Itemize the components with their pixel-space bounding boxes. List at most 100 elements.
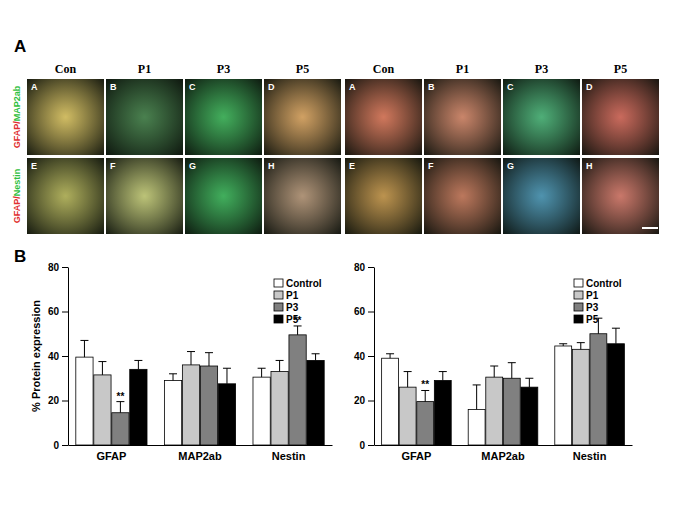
y-tick-label: 0 — [53, 440, 59, 451]
bar — [468, 409, 485, 445]
image-letter: F — [428, 161, 434, 171]
x-tick: MAP2ab — [481, 445, 525, 462]
y-tick: 20 — [354, 395, 374, 406]
legend-swatch — [274, 315, 283, 323]
error-bar — [294, 326, 302, 335]
image-panel — [264, 158, 341, 234]
legend-label: P1 — [286, 290, 299, 301]
bar — [94, 375, 111, 445]
x-tick-label: GFAP — [96, 450, 126, 462]
image-panel — [503, 158, 580, 234]
y-tick-mark — [62, 356, 68, 357]
error-bar — [223, 368, 231, 384]
y-axis-line — [374, 268, 375, 446]
y-tick-mark — [368, 267, 374, 268]
y-axis-title: % Protein expression — [30, 300, 42, 412]
error-bar — [473, 385, 481, 409]
bar — [164, 380, 181, 445]
y-axis: 020406080 — [48, 262, 69, 451]
legend-label: P3 — [586, 302, 599, 313]
x-tick-label: Nestin — [573, 450, 607, 462]
error-bar — [559, 344, 567, 346]
error-bar — [187, 352, 195, 365]
error-bar — [490, 366, 498, 377]
annotation: ** — [421, 379, 429, 390]
legend: ControlP1P3P5 — [574, 278, 622, 325]
column-header: Con — [373, 62, 395, 76]
error-bar — [386, 354, 394, 358]
bar — [399, 387, 416, 445]
image-panel — [424, 158, 501, 234]
legend-label: P3 — [286, 302, 299, 313]
error-bar — [612, 328, 620, 344]
image-panel — [185, 79, 262, 155]
y-tick-mark — [62, 267, 68, 268]
bar — [271, 372, 288, 445]
x-tick: Nestin — [272, 445, 306, 462]
legend-label: P5 — [286, 314, 299, 325]
bar — [76, 357, 93, 445]
y-tick-mark — [368, 356, 374, 357]
bar — [382, 358, 399, 445]
error-bar — [258, 368, 266, 377]
image-letter: D — [268, 82, 275, 92]
y-tick: 0 — [53, 440, 68, 451]
image-panel — [106, 79, 183, 155]
image-letter: C — [189, 82, 196, 92]
image-letter: G — [507, 161, 514, 171]
y-tick: 20 — [48, 395, 68, 406]
image-panel — [185, 158, 262, 234]
bar — [200, 366, 217, 445]
legend-swatch — [574, 279, 583, 287]
bar — [112, 413, 129, 445]
panel-label: B — [14, 247, 26, 266]
legend-swatch — [274, 291, 283, 299]
bar — [486, 377, 503, 445]
x-tick-label: MAP2ab — [178, 450, 222, 462]
image-panel — [264, 79, 341, 155]
plot-area — [76, 326, 324, 445]
image-letter: G — [189, 161, 196, 171]
y-tick-mark — [368, 401, 374, 402]
bar — [503, 378, 520, 445]
image-letter: E — [349, 161, 355, 171]
legend-label: Control — [286, 278, 322, 289]
image-letter: B — [428, 82, 435, 92]
bar — [590, 334, 607, 445]
row-label: GFAP/MAP2ab — [12, 85, 22, 148]
y-axis-line — [68, 268, 69, 446]
image-panel — [27, 79, 104, 155]
x-axis-line — [69, 445, 333, 446]
image-panel — [503, 79, 580, 155]
y-tick-label: 60 — [354, 306, 366, 317]
image-letter: C — [507, 82, 514, 92]
legend-label: P5 — [586, 314, 599, 325]
bar — [572, 349, 589, 445]
legend: ControlP1P3P5 — [274, 278, 322, 325]
legend-label: Control — [586, 278, 622, 289]
error-bar — [404, 372, 412, 388]
column-header: P3 — [535, 62, 548, 76]
y-tick: 60 — [48, 306, 68, 317]
bar — [608, 344, 625, 445]
bar — [555, 346, 572, 445]
y-tick-label: 20 — [48, 395, 60, 406]
error-bar — [508, 363, 516, 379]
image-panel — [582, 79, 659, 155]
y-tick-label: 60 — [48, 306, 60, 317]
y-tick: 60 — [354, 306, 374, 317]
y-axis: 020406080 — [354, 262, 375, 451]
error-bar — [169, 374, 177, 381]
y-tick: 0 — [359, 440, 374, 451]
legend-swatch — [574, 303, 583, 311]
row-label-part: GFAP/ — [12, 196, 22, 224]
error-bar — [116, 402, 124, 413]
row-label: GFAP/Nestin — [12, 169, 22, 224]
x-tick-label: Nestin — [272, 450, 306, 462]
error-bar — [525, 378, 533, 387]
bar — [307, 360, 324, 445]
y-tick-label: 80 — [354, 262, 366, 273]
bar — [218, 384, 235, 445]
x-tick-label: GFAP — [401, 450, 431, 462]
error-bar — [276, 360, 284, 371]
